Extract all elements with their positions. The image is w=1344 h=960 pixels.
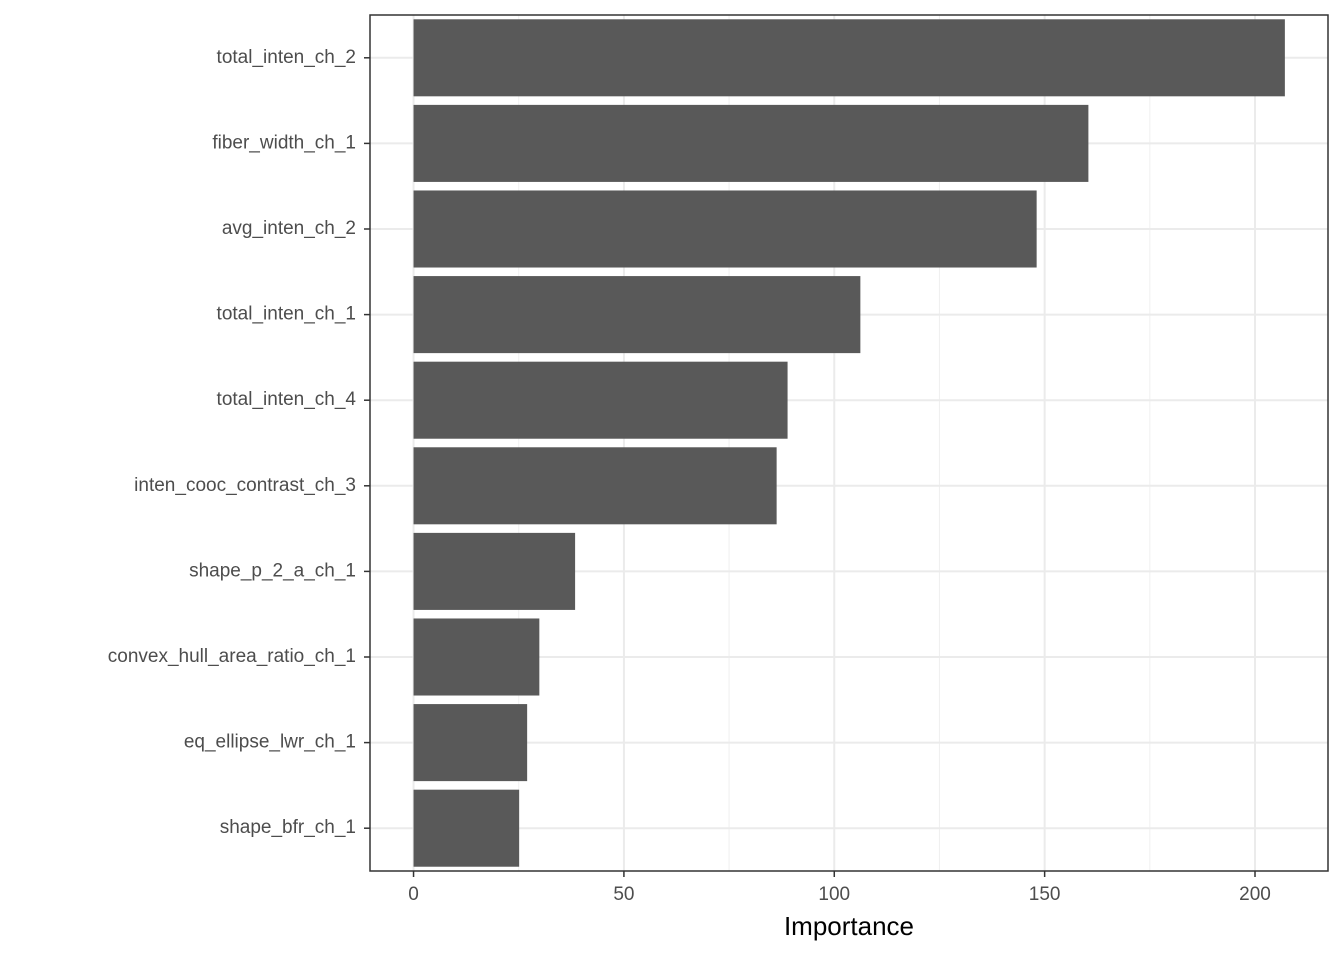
x-tick-label: 150 — [1029, 884, 1061, 905]
panel-border — [369, 14, 1329, 872]
x-tick-label: 100 — [818, 884, 850, 905]
x-tick-label: 200 — [1239, 884, 1271, 905]
y-tick-label: total_inten_ch_1 — [217, 304, 356, 325]
y-tick-label: total_inten_ch_4 — [217, 389, 357, 410]
x-tick-label: 50 — [613, 884, 634, 905]
y-tick-label: fiber_width_ch_1 — [212, 132, 356, 153]
bar — [413, 447, 777, 525]
bar — [413, 276, 861, 354]
bar — [413, 361, 788, 439]
bar — [413, 19, 1285, 97]
bar — [413, 532, 576, 610]
bar — [413, 104, 1089, 182]
y-tick-label: inten_cooc_contrast_ch_3 — [134, 475, 356, 496]
bar — [413, 618, 540, 696]
y-tick-label: total_inten_ch_2 — [217, 47, 356, 68]
y-tick-label: eq_ellipse_lwr_ch_1 — [184, 732, 356, 753]
y-tick-label: avg_inten_ch_2 — [222, 218, 356, 239]
y-tick-label: convex_hull_area_ratio_ch_1 — [108, 646, 356, 667]
x-axis-label: Importance — [784, 911, 914, 941]
bar — [413, 190, 1037, 268]
x-tick-label: 0 — [408, 884, 419, 905]
y-tick-label: shape_p_2_a_ch_1 — [189, 560, 356, 581]
y-tick-label: shape_bfr_ch_1 — [220, 817, 356, 838]
bar — [413, 789, 520, 867]
bar — [413, 704, 528, 782]
